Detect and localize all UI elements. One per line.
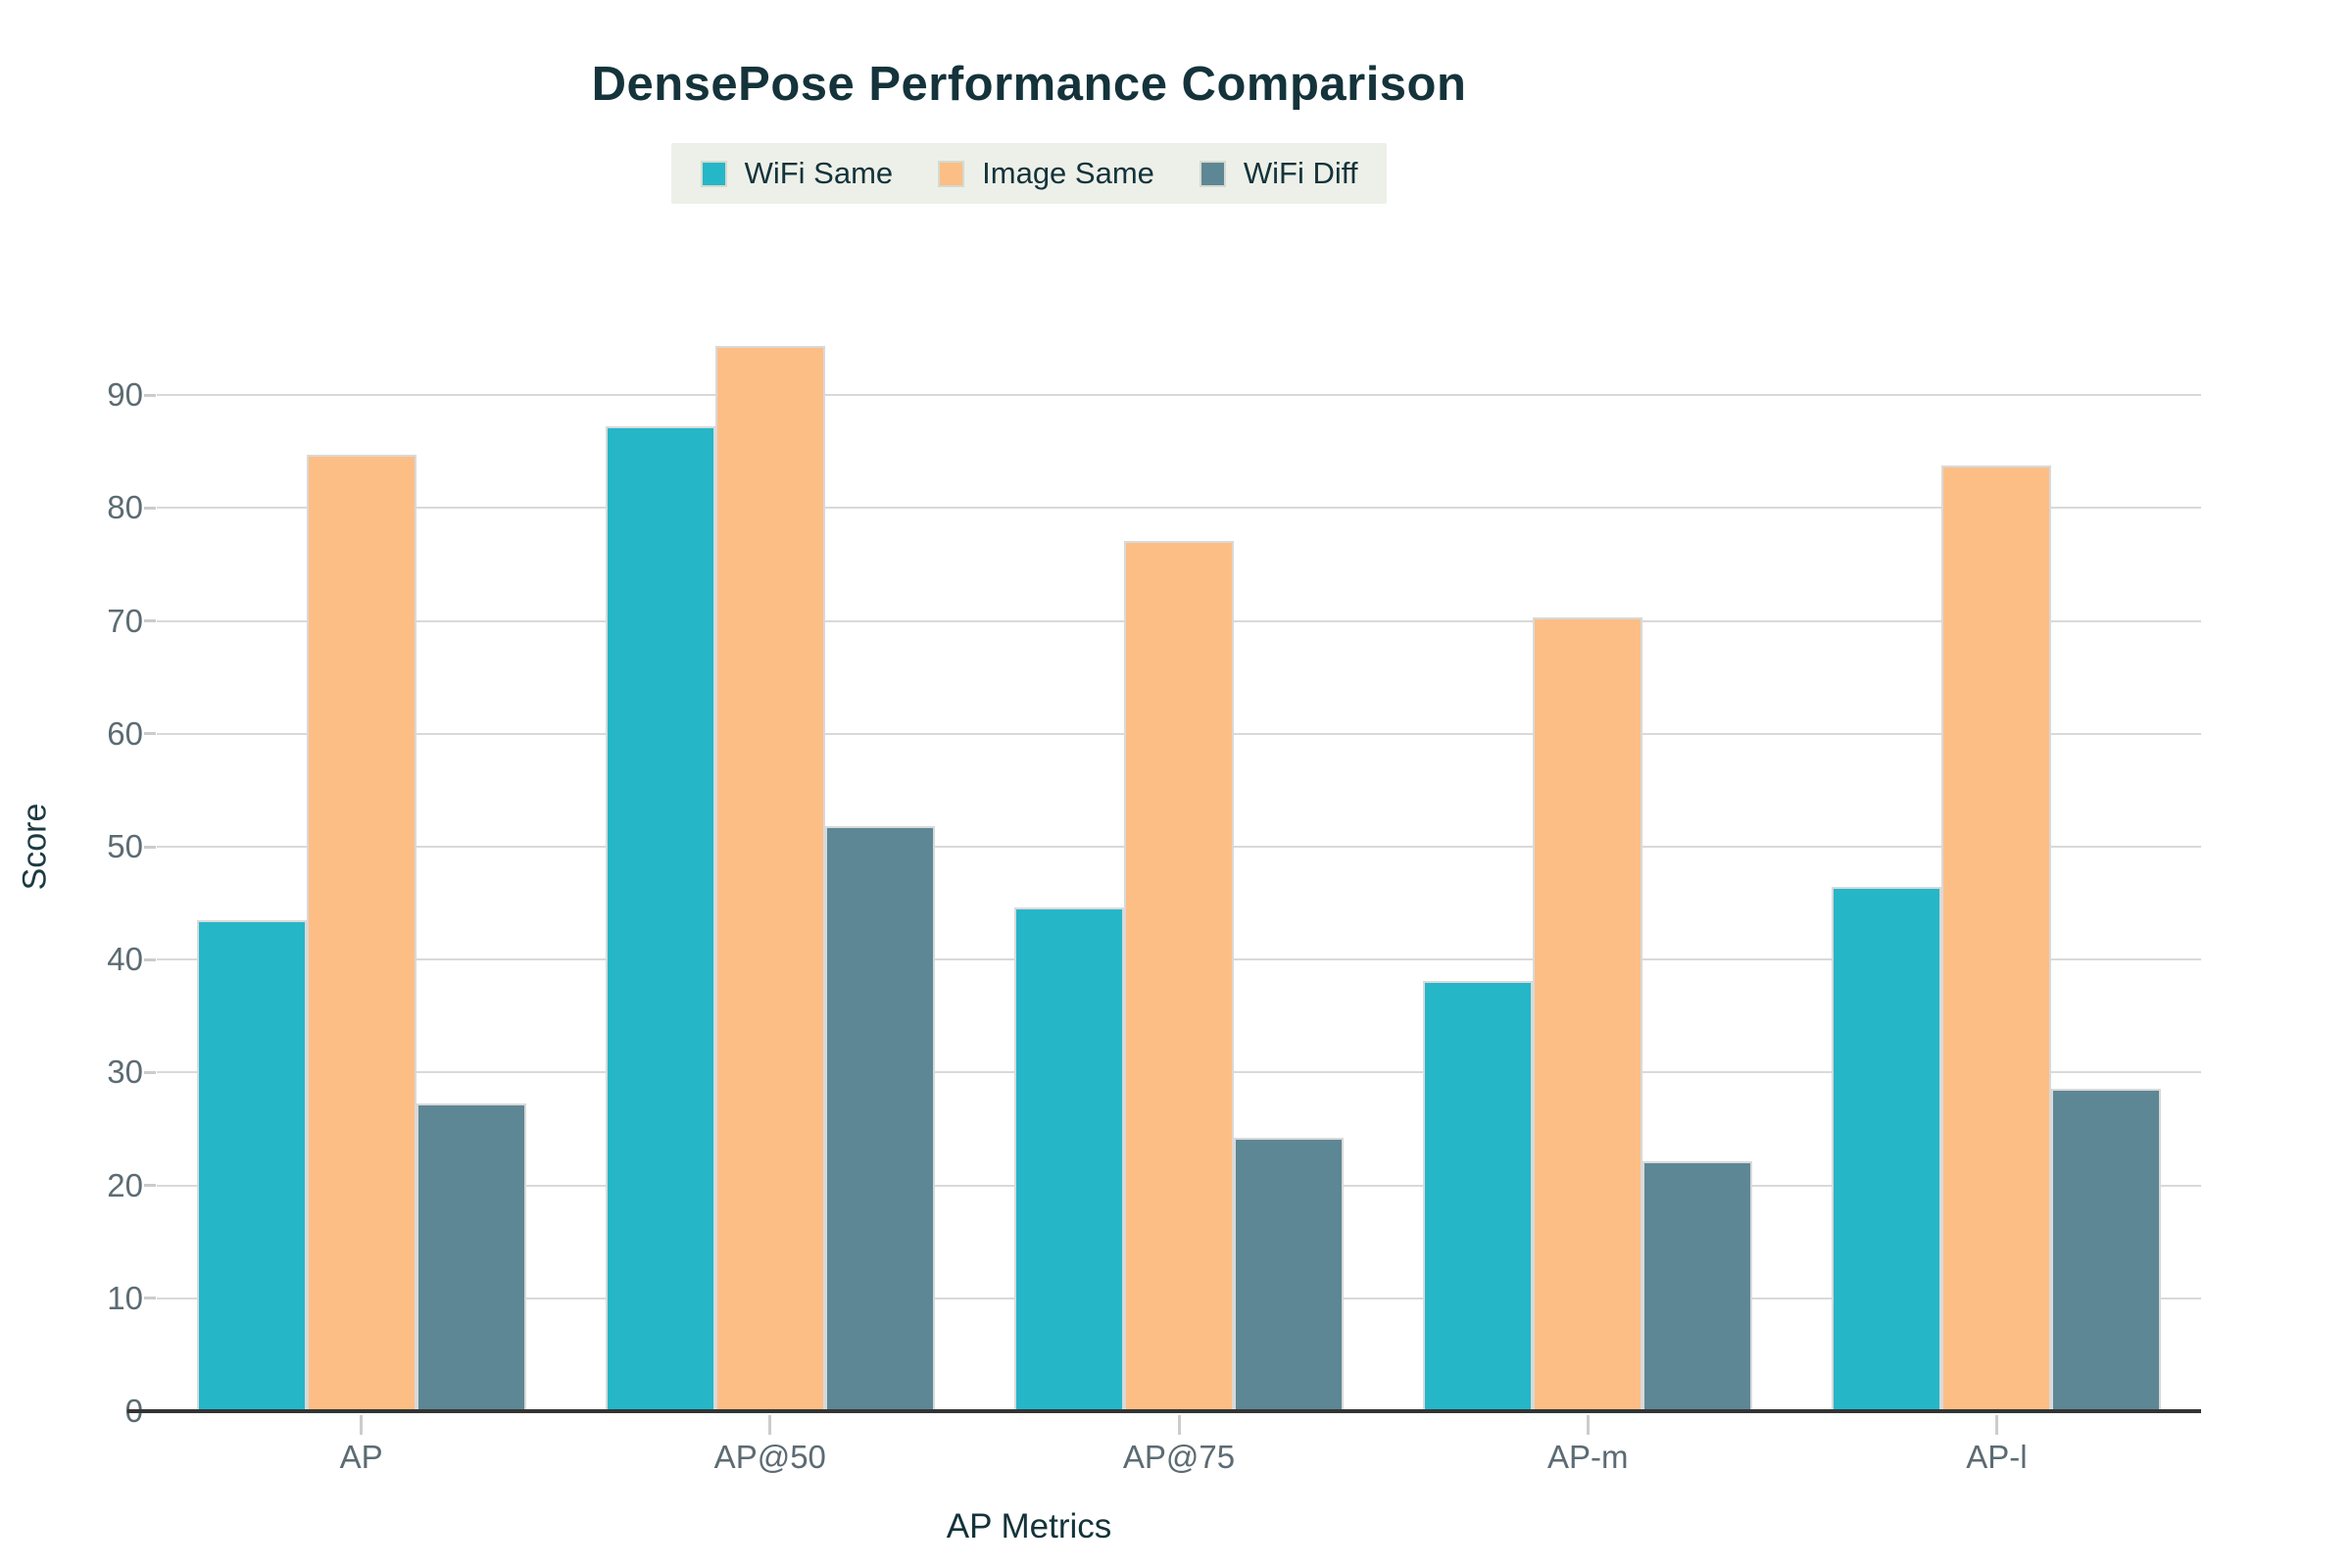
gridline-80 xyxy=(157,507,2201,510)
legend-label: Image Same xyxy=(982,156,1154,190)
y-tick-label-60: 60 xyxy=(107,714,143,752)
y-tick-mark-80 xyxy=(144,506,156,510)
bar-wifi-diff-ap@75[interactable] xyxy=(1234,1138,1344,1411)
x-tick-label-ap@50: AP@50 xyxy=(713,1439,826,1475)
bar-image-same-ap@50[interactable] xyxy=(714,345,825,1411)
y-axis-title: Score xyxy=(16,803,54,891)
bar-image-same-ap-m[interactable] xyxy=(1533,617,1643,1411)
bar-wifi-same-ap@75[interactable] xyxy=(1014,907,1124,1411)
bar-wifi-same-ap-l[interactable] xyxy=(1832,887,1942,1411)
chart-title: DensePose Performance Comparison xyxy=(591,58,1467,111)
y-tick-mark-90 xyxy=(144,393,156,397)
y-tick-label-30: 30 xyxy=(107,1054,143,1091)
y-tick-mark-30 xyxy=(144,1070,156,1074)
x-tick-label-ap: AP xyxy=(339,1439,383,1475)
legend-swatch-wifi-same xyxy=(700,160,727,187)
y-tick-label-10: 10 xyxy=(107,1279,143,1316)
legend: WiFi Same Image Same WiFi Diff xyxy=(670,143,1388,204)
legend-swatch-wifi-diff xyxy=(1199,160,1226,187)
bar-wifi-diff-ap-m[interactable] xyxy=(1642,1161,1753,1411)
bar-image-same-ap[interactable] xyxy=(306,455,416,1411)
y-tick-mark-50 xyxy=(144,845,156,849)
x-tick-mark-ap-l xyxy=(1994,1415,1998,1435)
y-tick-label-80: 80 xyxy=(107,489,143,526)
y-tick-label-50: 50 xyxy=(107,828,143,864)
y-tick-mark-70 xyxy=(144,619,156,623)
y-tick-mark-10 xyxy=(144,1297,156,1300)
x-tick-mark-ap-m xyxy=(1586,1415,1590,1435)
x-tick-label-ap-m: AP-m xyxy=(1546,1439,1629,1475)
y-tick-mark-40 xyxy=(144,957,156,961)
y-tick-mark-20 xyxy=(144,1184,156,1188)
bar-wifi-diff-ap@50[interactable] xyxy=(824,826,935,1411)
legend-item-wifi-same[interactable]: WiFi Same xyxy=(700,156,894,191)
bar-wifi-same-ap-m[interactable] xyxy=(1423,981,1534,1411)
y-tick-mark-60 xyxy=(144,732,156,736)
legend-item-wifi-diff[interactable]: WiFi Diff xyxy=(1199,156,1358,191)
legend-band: WiFi Same Image Same WiFi Diff xyxy=(0,143,2058,204)
bar-wifi-diff-ap[interactable] xyxy=(416,1102,526,1411)
x-tick-mark-ap@50 xyxy=(768,1415,772,1435)
gridline-90 xyxy=(157,394,2201,397)
x-tick-mark-ap@75 xyxy=(1177,1415,1181,1435)
bar-image-same-ap-l[interactable] xyxy=(1941,465,2052,1411)
bar-image-same-ap@75[interactable] xyxy=(1124,540,1234,1411)
x-axis-title: AP Metrics xyxy=(946,1507,1112,1545)
bar-wifi-same-ap@50[interactable] xyxy=(605,426,715,1411)
y-tick-label-40: 40 xyxy=(107,941,143,978)
x-tick-mark-ap xyxy=(360,1415,364,1435)
x-tick-label-ap@75: AP@75 xyxy=(1122,1439,1236,1475)
legend-item-image-same[interactable]: Image Same xyxy=(938,156,1154,191)
y-tick-label-70: 70 xyxy=(107,602,143,639)
bar-wifi-same-ap[interactable] xyxy=(196,919,307,1411)
bar-wifi-diff-ap-l[interactable] xyxy=(2051,1088,2162,1411)
legend-label: WiFi Diff xyxy=(1243,156,1358,190)
legend-swatch-image-same xyxy=(938,160,965,187)
legend-label: WiFi Same xyxy=(744,156,894,190)
y-tick-label-20: 20 xyxy=(107,1166,143,1203)
x-tick-label-ap-l: AP-l xyxy=(1966,1439,2028,1475)
x-axis-line xyxy=(127,1409,2201,1413)
y-tick-label-90: 90 xyxy=(107,376,143,414)
